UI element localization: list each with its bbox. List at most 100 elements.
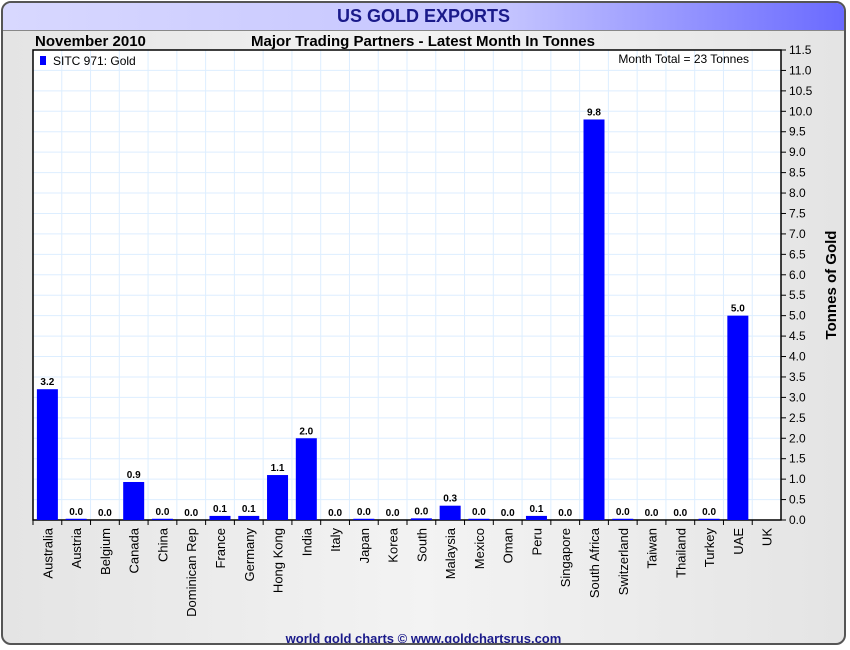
period-label: November 2010 [35,33,146,50]
bar-switzerland [612,518,634,520]
bar-australia [36,389,58,520]
x-tick-label: France [213,528,228,568]
y-tick-label: 2.5 [789,411,806,425]
x-tick-label: Mexico [472,528,487,569]
legend-label: SITC 971: Gold [53,54,136,68]
month-total-annotation: Month Total = 23 Tonnes [618,52,749,66]
x-tick-label: Peru [529,528,544,555]
y-tick-label: 5.0 [789,309,806,323]
footer-credit: world gold charts © www.goldchartsrus.co… [285,631,562,645]
y-tick-label: 6.5 [789,247,806,261]
bar-peru [525,515,547,520]
data-label: 0.0 [414,506,428,517]
data-label: 0.0 [673,508,687,519]
y-tick-label: 1.5 [789,452,806,466]
data-label: 0.1 [242,504,256,515]
x-tick-label: Singapore [558,528,573,587]
bar-austria [65,518,87,520]
x-tick-label: Canada [127,527,142,573]
x-tick-label: Italy [328,528,343,552]
x-tick-label: UAE [731,528,746,555]
bar-turkey [698,518,720,520]
data-label: 0.0 [328,508,342,519]
x-tick-label: Thailand [673,528,688,578]
x-tick-label: India [299,527,314,556]
x-tick-label: China [155,527,170,562]
bar-india [295,438,317,520]
x-tick-label: South [414,528,429,562]
bar-japan [353,518,375,520]
data-label: 0.1 [213,504,227,515]
bar-france [209,515,231,520]
x-tick-label: Malaysia [443,527,458,579]
y-tick-label: 4.0 [789,350,806,364]
y-tick-label: 10.5 [789,84,813,98]
bar-germany [238,515,260,520]
data-label: 0.3 [443,494,457,505]
data-label: 0.0 [69,507,83,518]
data-label: 0.0 [156,507,170,518]
data-label: 0.0 [501,508,515,519]
y-tick-label: 8.5 [789,166,806,180]
x-tick-label: Australia [40,527,55,578]
y-tick-label: 11.0 [789,63,812,77]
data-label: 3.2 [40,377,54,388]
y-tick-label: 4.5 [789,329,806,343]
bar-hong-kong [267,475,289,520]
data-label: 5.0 [731,304,745,315]
y-tick-label: 3.5 [789,370,806,384]
y-tick-label: 9.0 [789,145,806,159]
data-label: 0.9 [127,470,141,481]
bar-south-africa [583,119,605,520]
y-tick-label: 8.0 [789,186,806,200]
chart-subtitle: Major Trading Partners - Latest Month In… [251,33,595,50]
y-axis-title: Tonnes of Gold [823,231,840,340]
x-tick-label: South Africa [587,527,602,598]
bar-mexico [468,518,490,520]
x-tick-label: Germany [242,528,257,582]
x-tick-label: Japan [357,528,372,563]
data-label: 0.0 [184,508,198,519]
y-tick-label: 0.0 [789,513,806,527]
y-tick-label: 6.0 [789,268,806,282]
data-label: 0.1 [530,504,544,515]
y-tick-label: 2.0 [789,431,806,445]
bar-china [151,518,173,520]
y-tick-label: 10.0 [789,104,813,118]
y-tick-label: 3.0 [789,390,806,404]
y-tick-label: 1.0 [789,472,806,486]
x-tick-label: Dominican Rep [184,528,199,617]
data-label: 0.0 [357,507,371,518]
data-label: 2.0 [299,426,313,437]
data-label: 0.0 [98,508,112,519]
data-label: 0.0 [386,508,400,519]
data-label: 9.8 [587,107,601,118]
y-tick-label: 5.5 [789,288,806,302]
x-tick-label: Turkey [702,528,717,568]
y-tick-label: 11.5 [789,43,812,57]
y-tick-label: 0.5 [789,493,806,507]
legend-swatch [40,56,46,65]
y-tick-label: 7.0 [789,227,806,241]
x-tick-label: Taiwan [645,528,660,568]
bar-malaysia [439,505,461,520]
x-tick-label: Korea [386,527,401,562]
data-label: 0.0 [472,507,486,518]
x-tick-label: UK [760,528,775,546]
data-label: 1.1 [271,463,285,474]
x-tick-label: Switzerland [616,528,631,595]
data-label: 0.0 [645,508,659,519]
y-tick-label: 9.5 [789,125,806,139]
x-tick-label: Oman [501,528,516,563]
x-tick-label: Austria [69,527,84,568]
bar-canada [123,481,145,520]
x-tick-label: Hong Kong [271,528,286,593]
bar-south [410,518,432,520]
y-tick-label: 7.5 [789,206,806,220]
x-tick-label: Belgium [98,528,113,575]
bar-uae [727,315,749,520]
data-label: 0.0 [616,507,630,518]
chart-title: US GOLD EXPORTS [3,3,844,31]
data-label: 0.0 [702,507,716,518]
